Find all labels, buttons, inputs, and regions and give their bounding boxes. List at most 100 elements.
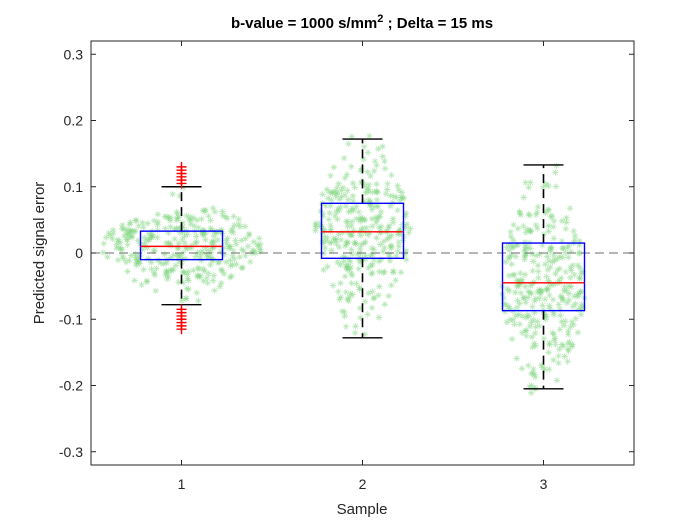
data-point bbox=[344, 222, 351, 230]
data-point bbox=[133, 262, 140, 269]
data-point bbox=[530, 258, 537, 265]
data-point bbox=[335, 288, 342, 295]
data-point bbox=[342, 242, 349, 250]
data-point bbox=[514, 225, 522, 232]
data-point bbox=[511, 321, 518, 328]
data-point bbox=[142, 239, 149, 246]
data-point bbox=[559, 295, 566, 303]
data-point bbox=[381, 165, 389, 172]
data-point bbox=[321, 227, 328, 235]
data-point bbox=[210, 232, 218, 240]
data-point bbox=[556, 253, 564, 260]
data-point bbox=[348, 280, 355, 287]
data-point bbox=[195, 224, 202, 231]
data-point bbox=[335, 231, 342, 238]
data-point bbox=[566, 338, 573, 346]
data-point bbox=[190, 267, 197, 274]
data-point bbox=[518, 365, 526, 372]
data-point bbox=[333, 184, 341, 191]
data-point bbox=[250, 247, 258, 255]
data-point bbox=[192, 239, 199, 247]
data-point bbox=[205, 247, 212, 254]
data-point bbox=[559, 244, 566, 252]
data-point bbox=[195, 265, 203, 273]
data-point bbox=[564, 244, 571, 251]
data-point bbox=[566, 205, 574, 212]
data-point bbox=[525, 313, 532, 320]
data-point bbox=[574, 329, 582, 336]
data-point bbox=[117, 239, 124, 246]
data-point bbox=[390, 193, 398, 200]
data-point bbox=[529, 343, 536, 351]
data-point bbox=[558, 274, 565, 282]
data-point bbox=[563, 214, 570, 222]
data-point bbox=[145, 255, 152, 262]
data-point bbox=[389, 199, 396, 206]
data-point bbox=[150, 247, 157, 255]
data-point bbox=[357, 259, 364, 266]
data-point bbox=[372, 214, 380, 221]
data-point bbox=[100, 240, 108, 247]
data-point bbox=[339, 184, 347, 191]
data-point bbox=[324, 234, 331, 241]
data-point bbox=[230, 213, 237, 220]
data-point bbox=[523, 332, 530, 339]
data-point bbox=[338, 187, 345, 194]
data-point bbox=[336, 195, 343, 203]
data-point bbox=[531, 309, 538, 316]
data-point bbox=[364, 149, 372, 156]
data-point bbox=[211, 287, 218, 294]
data-point bbox=[353, 215, 360, 222]
data-point bbox=[227, 262, 234, 269]
data-point bbox=[126, 257, 133, 264]
data-point bbox=[369, 189, 376, 196]
data-point bbox=[312, 227, 319, 234]
data-point bbox=[343, 264, 350, 271]
data-point bbox=[565, 254, 572, 261]
data-point bbox=[341, 308, 348, 316]
data-point bbox=[250, 238, 258, 245]
data-point bbox=[532, 221, 540, 229]
data-point bbox=[365, 264, 372, 272]
data-point bbox=[150, 269, 158, 276]
data-point bbox=[148, 259, 155, 266]
data-point bbox=[347, 207, 355, 215]
data-point bbox=[360, 240, 368, 247]
data-point bbox=[203, 251, 210, 258]
data-point bbox=[340, 253, 347, 260]
data-point bbox=[208, 227, 216, 234]
data-point bbox=[123, 236, 131, 243]
data-point bbox=[226, 274, 234, 281]
data-point bbox=[362, 229, 369, 236]
iqr-box bbox=[139, 230, 224, 261]
data-point bbox=[185, 268, 192, 275]
data-point bbox=[535, 274, 542, 282]
data-point bbox=[515, 277, 523, 284]
data-point bbox=[542, 261, 549, 268]
data-point bbox=[141, 234, 148, 242]
data-point bbox=[198, 215, 205, 223]
data-point bbox=[170, 251, 177, 259]
data-point bbox=[194, 273, 201, 280]
y-tick-label: -0.3 bbox=[59, 444, 83, 460]
data-point bbox=[124, 229, 131, 236]
data-point bbox=[340, 154, 348, 162]
data-point bbox=[110, 230, 117, 237]
data-point bbox=[558, 341, 566, 348]
data-point bbox=[565, 347, 572, 355]
data-point bbox=[319, 213, 327, 220]
data-point bbox=[508, 335, 516, 343]
data-point bbox=[387, 202, 394, 210]
data-point bbox=[134, 237, 142, 244]
data-point bbox=[175, 257, 183, 265]
data-point bbox=[207, 261, 214, 269]
data-point bbox=[210, 277, 217, 284]
data-point bbox=[569, 303, 577, 310]
data-point bbox=[183, 285, 191, 292]
data-point bbox=[197, 253, 204, 261]
data-point bbox=[128, 227, 135, 235]
data-point bbox=[210, 272, 218, 279]
data-point bbox=[231, 255, 238, 263]
data-point bbox=[328, 247, 335, 254]
